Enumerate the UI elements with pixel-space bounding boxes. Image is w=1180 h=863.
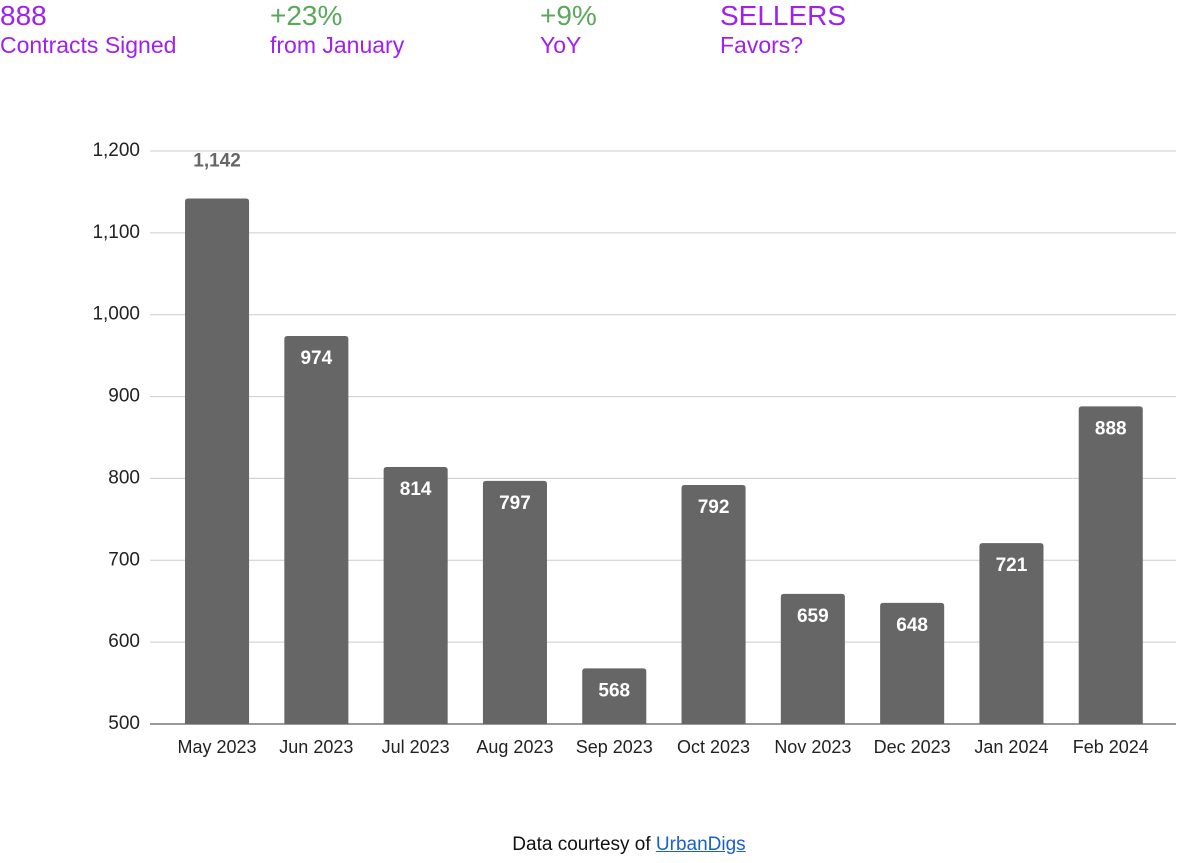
value-label: 888	[1095, 418, 1127, 439]
value-label: 568	[598, 680, 630, 701]
stat-value: +9%	[540, 0, 597, 31]
x-tick-label: Sep 2023	[576, 737, 653, 757]
bar	[780, 593, 845, 724]
x-tick-label: Dec 2023	[874, 737, 951, 757]
bar	[284, 335, 349, 724]
x-tick-label: May 2023	[178, 737, 257, 757]
y-tick-label: 1,100	[92, 222, 140, 243]
footer: Data courtesy of UrbanDigs	[0, 834, 1180, 856]
y-tick-label: 600	[108, 631, 140, 652]
bar	[482, 480, 547, 724]
stat-value: SELLERS	[720, 0, 847, 31]
y-tick-label: 800	[108, 467, 140, 488]
x-tick-label: Nov 2023	[774, 737, 851, 757]
footer-text: Data courtesy of	[512, 834, 651, 855]
x-tick-label: Jun 2023	[279, 737, 353, 757]
y-tick-label: 900	[108, 386, 140, 407]
footer-link[interactable]: UrbanDigs	[655, 834, 746, 855]
value-label: 797	[499, 493, 531, 514]
x-tick-label: Oct 2023	[677, 737, 750, 757]
value-label: 648	[896, 615, 928, 636]
chart: 500 600 700 800 900 1,000 1,100 1,200 1,142 May 2…	[92, 140, 1176, 757]
x-tick-label: Aug 2023	[476, 737, 553, 757]
y-tick-label: 700	[108, 549, 140, 570]
bar	[979, 543, 1044, 724]
value-label: 814	[400, 479, 432, 500]
x-tick-label: Jul 2023	[382, 737, 450, 757]
value-label: 974	[300, 348, 332, 369]
stat: 888 Contracts Signed	[0, 0, 176, 59]
stat-value: +23%	[270, 0, 343, 31]
y-tick-label: 500	[108, 713, 140, 734]
value-label: 792	[698, 497, 730, 518]
stat-label: Favors?	[720, 32, 804, 59]
y-tick-label: 1,200	[92, 140, 140, 161]
value-label: 659	[797, 606, 829, 627]
stat-label: Contracts Signed	[0, 32, 177, 59]
stat: +23% from January	[270, 0, 404, 59]
stat: SELLERS Favors?	[720, 0, 846, 59]
stat: +9% YoY	[540, 0, 597, 59]
stat-label: from January	[270, 32, 405, 59]
bar	[681, 484, 746, 724]
value-label: 721	[996, 555, 1028, 576]
stat-value: 888	[0, 0, 47, 31]
x-tick-label: Feb 2024	[1073, 737, 1149, 757]
bar	[582, 668, 647, 724]
stat-label: YoY	[540, 32, 582, 59]
bar	[1078, 406, 1143, 724]
x-tick-label: Jan 2024	[974, 737, 1048, 757]
value-label: 1,142	[193, 150, 241, 171]
y-tick-label: 1,000	[92, 304, 140, 325]
bar	[383, 466, 448, 724]
bar	[185, 198, 250, 724]
bar	[880, 602, 945, 724]
